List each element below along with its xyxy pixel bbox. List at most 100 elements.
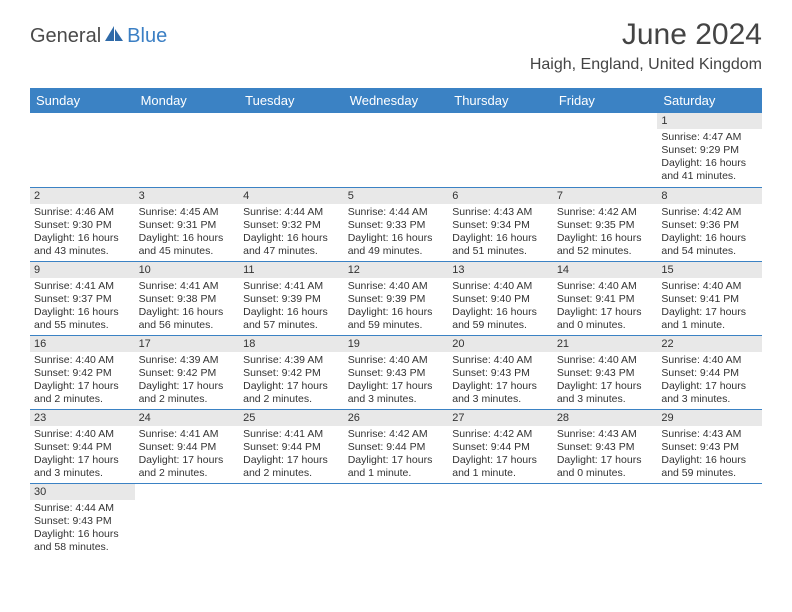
header: General Blue June 2024 Haigh, England, U… [0, 0, 792, 80]
day-details: Sunrise: 4:41 AMSunset: 9:38 PMDaylight:… [135, 280, 240, 335]
day-details: Sunrise: 4:39 AMSunset: 9:42 PMDaylight:… [135, 354, 240, 409]
sunrise-text: Sunrise: 4:44 AM [243, 206, 340, 219]
daylight-text: Daylight: 17 hours and 3 minutes. [348, 380, 445, 406]
calendar-cell [344, 113, 449, 187]
day-details: Sunrise: 4:43 AMSunset: 9:34 PMDaylight:… [448, 206, 553, 261]
calendar-cell: 10Sunrise: 4:41 AMSunset: 9:38 PMDayligh… [135, 261, 240, 335]
day-details: Sunrise: 4:40 AMSunset: 9:44 PMDaylight:… [30, 428, 135, 483]
daylight-text: Daylight: 16 hours and 43 minutes. [34, 232, 131, 258]
day-number: 12 [344, 262, 449, 278]
calendar-cell: 29 Sunrise: 4:43 AMSunset: 9:43 PMDayligh… [657, 409, 762, 483]
calendar-cell: 30Sunrise: 4:44 AMSunset: 9:43 PMDayligh… [30, 483, 135, 557]
weekday-header: Wednesday [344, 88, 449, 113]
sunrise-text: Sunrise: 4:44 AM [34, 502, 131, 515]
calendar-row: 2Sunrise: 4:46 AMSunset: 9:30 PMDaylight… [30, 187, 762, 261]
calendar-cell: 5Sunrise: 4:44 AMSunset: 9:33 PMDaylight… [344, 187, 449, 261]
daylight-text: Daylight: 16 hours and 56 minutes. [139, 306, 236, 332]
sunrise-text: Sunrise: 4:41 AM [243, 428, 340, 441]
calendar-cell: 19Sunrise: 4:40 AMSunset: 9:43 PMDayligh… [344, 335, 449, 409]
day-details: Sunrise: 4:44 AMSunset: 9:33 PMDaylight:… [344, 206, 449, 261]
calendar-cell: 14Sunrise: 4:40 AMSunset: 9:41 PMDayligh… [553, 261, 658, 335]
daylight-text: Daylight: 17 hours and 2 minutes. [34, 380, 131, 406]
sunset-text: Sunset: 9:43 PM [557, 367, 654, 380]
sunset-text: Sunset: 9:38 PM [139, 293, 236, 306]
calendar-cell [553, 113, 658, 187]
calendar-cell: 17Sunrise: 4:39 AMSunset: 9:42 PMDayligh… [135, 335, 240, 409]
daylight-text: Daylight: 16 hours and 45 minutes. [139, 232, 236, 258]
sunset-text: Sunset: 9:41 PM [661, 293, 758, 306]
day-details: Sunrise: 4:40 AMSunset: 9:41 PMDaylight:… [657, 280, 762, 335]
daylight-text: Daylight: 16 hours and 57 minutes. [243, 306, 340, 332]
day-details: Sunrise: 4:43 AMSunset: 9:43 PMDaylight:… [657, 428, 762, 483]
day-details: Sunrise: 4:42 AMSunset: 9:44 PMDaylight:… [448, 428, 553, 483]
title-block: June 2024 Haigh, England, United Kingdom [530, 18, 762, 74]
calendar-cell: 18Sunrise: 4:39 AMSunset: 9:42 PMDayligh… [239, 335, 344, 409]
day-details: Sunrise: 4:40 AMSunset: 9:44 PMDaylight:… [657, 354, 762, 409]
sunset-text: Sunset: 9:44 PM [34, 441, 131, 454]
sunrise-text: Sunrise: 4:42 AM [661, 206, 758, 219]
day-number: 4 [239, 188, 344, 204]
daylight-text: Daylight: 17 hours and 1 minute. [661, 306, 758, 332]
calendar-cell: 6 Sunrise: 4:43 AMSunset: 9:34 PMDaylight… [448, 187, 553, 261]
page-title: June 2024 [530, 18, 762, 52]
day-details: Sunrise: 4:44 AMSunset: 9:43 PMDaylight:… [30, 502, 135, 557]
day-details: Sunrise: 4:46 AMSunset: 9:30 PMDaylight:… [30, 206, 135, 261]
day-number: 20 [448, 336, 553, 352]
sunset-text: Sunset: 9:44 PM [243, 441, 340, 454]
weekday-header: Tuesday [239, 88, 344, 113]
day-details: Sunrise: 4:45 AMSunset: 9:31 PMDaylight:… [135, 206, 240, 261]
logo-text-blue: Blue [127, 25, 167, 48]
sunrise-text: Sunrise: 4:47 AM [661, 131, 758, 144]
day-details: Sunrise: 4:41 AMSunset: 9:37 PMDaylight:… [30, 280, 135, 335]
day-details: Sunrise: 4:42 AMSunset: 9:44 PMDaylight:… [344, 428, 449, 483]
daylight-text: Daylight: 17 hours and 3 minutes. [34, 454, 131, 480]
weekday-header: Monday [135, 88, 240, 113]
day-number: 7 [553, 188, 658, 204]
calendar-cell: 13Sunrise: 4:40 AMSunset: 9:40 PMDayligh… [448, 261, 553, 335]
sunset-text: Sunset: 9:44 PM [661, 367, 758, 380]
calendar-row: 16 Sunrise: 4:40 AM Sunset: 9:42 PM Dayligh… [30, 335, 762, 409]
day-details: Sunrise: 4:40 AMSunset: 9:43 PMDaylight:… [344, 354, 449, 409]
sunrise-text: Sunrise: 4:43 AM [452, 206, 549, 219]
sunset-text: Sunset: 9:35 PM [557, 219, 654, 232]
sunset-text: Sunset: 9:42 PM [243, 367, 340, 380]
day-number: 21 [553, 336, 658, 352]
day-details: Sunrise: 4:44 AMSunset: 9:32 PMDaylight:… [239, 206, 344, 261]
day-number: 3 [135, 188, 240, 204]
logo: General Blue [30, 18, 167, 49]
day-details: Sunrise: 4:42 AMSunset: 9:36 PMDaylight:… [657, 206, 762, 261]
calendar-cell: 8Sunrise: 4:42 AMSunset: 9:36 PMDaylight… [657, 187, 762, 261]
day-details: Sunrise: 4:42 AMSunset: 9:35 PMDaylight:… [553, 206, 658, 261]
sunset-text: Sunset: 9:43 PM [34, 515, 131, 528]
day-number: 6 [448, 188, 553, 204]
calendar-cell: 28Sunrise: 4:43 AMSunset: 9:43 PMDayligh… [553, 409, 658, 483]
daylight-text: Daylight: 16 hours and 58 minutes. [34, 528, 131, 554]
day-details: Sunrise: 4:40 AMSunset: 9:41 PMDaylight:… [553, 280, 658, 335]
sunset-text: Sunset: 9:44 PM [452, 441, 549, 454]
day-number: 24 [135, 410, 240, 426]
day-number: 29 [657, 410, 762, 426]
sunset-text: Sunset: 9:43 PM [557, 441, 654, 454]
sunset-text: Sunset: 9:44 PM [139, 441, 236, 454]
day-number: 9 [30, 262, 135, 278]
sunset-text: Sunset: 9:31 PM [139, 219, 236, 232]
day-details: Sunrise: 4:40 AMSunset: 9:43 PMDaylight:… [448, 354, 553, 409]
sunrise-text: Sunrise: 4:42 AM [557, 206, 654, 219]
daylight-text: Daylight: 17 hours and 2 minutes. [139, 454, 236, 480]
logo-text-general: General [30, 25, 101, 48]
daylight-text: Daylight: 17 hours and 3 minutes. [661, 380, 758, 406]
sunrise-text: Sunrise: 4:39 AM [139, 354, 236, 367]
daylight-text: Daylight: 16 hours and 55 minutes. [34, 306, 131, 332]
sunset-text: Sunset: 9:43 PM [661, 441, 758, 454]
daylight-text: Daylight: 17 hours and 1 minute. [452, 454, 549, 480]
calendar-cell [344, 483, 449, 557]
calendar-cell: 24Sunrise: 4:41 AMSunset: 9:44 PMDayligh… [135, 409, 240, 483]
day-number: 28 [553, 410, 658, 426]
day-number: 18 [239, 336, 344, 352]
sunset-text: Sunset: 9:33 PM [348, 219, 445, 232]
day-number: 16 [30, 336, 135, 352]
calendar-cell: 20 Sunrise: 4:40 AMSunset: 9:43 PMDayligh… [448, 335, 553, 409]
day-number: 13 [448, 262, 553, 278]
sunrise-text: Sunrise: 4:40 AM [34, 354, 131, 367]
calendar-row: 23Sunrise: 4:40 AMSunset: 9:44 PMDayligh… [30, 409, 762, 483]
